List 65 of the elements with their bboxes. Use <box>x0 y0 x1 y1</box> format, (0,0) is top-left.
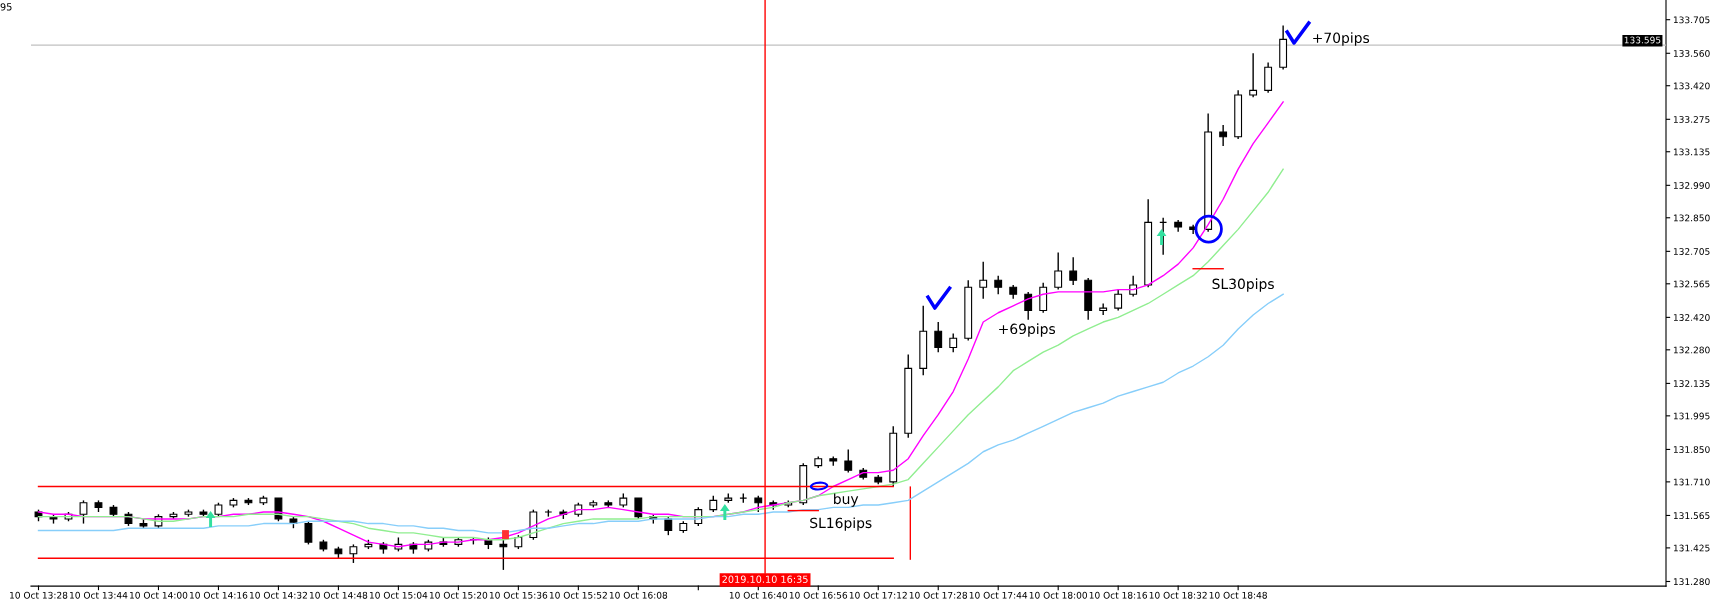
y-tick-label: 132.850 <box>1673 214 1710 222</box>
annotation: SL30pips <box>1212 278 1274 292</box>
candlestick <box>499 539 508 571</box>
text: +70pips <box>1313 32 1370 46</box>
candlestick <box>1264 61 1273 94</box>
y-tick-label: 132.135 <box>1673 380 1710 387</box>
x-tick-label: 10 Oct 15:52 <box>549 591 607 599</box>
y-tick-label: 132.565 <box>1673 280 1710 288</box>
x-tick-label: 10 Oct 16:56 <box>789 591 848 599</box>
candlestick <box>994 274 1003 295</box>
y-tick-label: 133.420 <box>1673 82 1710 90</box>
y-tick-label: 131.280 <box>1673 578 1710 586</box>
candlestick <box>79 499 88 525</box>
x-tick-label: 10 Oct 17:12 <box>849 591 907 599</box>
candlestick <box>1024 291 1033 321</box>
y-tick-label: 131.565 <box>1673 512 1710 520</box>
x-tick-label: 10 Oct 13:28 <box>10 591 68 599</box>
x-tick-label: 10 Oct 14:00 <box>130 591 188 599</box>
candlestick <box>1219 124 1228 147</box>
candlestick <box>1099 302 1108 316</box>
candlestick <box>349 543 358 564</box>
x-tick-label: 10 Oct 18:16 <box>1089 591 1148 599</box>
candlestick <box>1054 251 1063 291</box>
y-tick-label: 132.705 <box>1673 248 1710 255</box>
y-tick-label: 132.420 <box>1673 314 1710 321</box>
ref-line-label: 133.595 <box>1624 36 1661 44</box>
text: 95 <box>0 3 12 11</box>
x-tick-label: 10 Oct 14:16 <box>190 591 248 599</box>
x-tick-label: 10 Oct 16:40 <box>729 591 788 599</box>
x-tick-label: 10 Oct 14:48 <box>309 591 368 599</box>
annotation: 2019.10.10 16:35 <box>722 575 808 583</box>
y-tick-label: 131.425 <box>1673 544 1710 552</box>
y-tick-label: 133.705 <box>1673 16 1710 24</box>
candlestick <box>304 520 313 546</box>
y-tick-label: 131.995 <box>1673 412 1710 420</box>
y-tick-label: 131.710 <box>1673 478 1710 486</box>
candlestick <box>1114 288 1123 312</box>
candlestick <box>844 448 853 474</box>
x-tick-label: 10 Oct 17:44 <box>969 591 1028 599</box>
x-tick-label: 10 Oct 18:48 <box>1209 591 1267 599</box>
y-tick-label: 132.990 <box>1673 182 1710 189</box>
candlestick <box>979 261 988 300</box>
candlestick <box>1129 274 1138 298</box>
annotation: +69pips <box>999 323 1056 337</box>
x-tick-label: 10 Oct 15:04 <box>369 591 428 599</box>
y-tick-label: 133.135 <box>1673 148 1710 156</box>
annotation: buy <box>834 493 859 507</box>
y-tick-label: 133.560 <box>1673 50 1710 57</box>
x-tick-label: 10 Oct 18:00 <box>1029 591 1088 599</box>
candlestick <box>949 332 958 353</box>
x-tick-label: 10 Oct 14:32 <box>249 591 307 599</box>
annotation: SL16pips <box>810 517 872 531</box>
y-tick-label: 132.280 <box>1673 346 1710 354</box>
candlestick <box>934 321 943 353</box>
x-tick-label: 10 Oct 17:28 <box>909 591 968 599</box>
x-tick-label: 10 Oct 15:36 <box>489 591 548 599</box>
x-tick-label: 10 Oct 15:20 <box>429 591 488 599</box>
x-tick-label: 10 Oct 18:32 <box>1149 591 1207 599</box>
y-tick-label: 131.850 <box>1673 446 1710 453</box>
x-tick-label: 10 Oct 13:44 <box>70 591 128 599</box>
x-tick-label: 10 Oct 16:08 <box>609 591 668 599</box>
y-tick-label: 133.275 <box>1673 116 1710 123</box>
candlestick <box>1039 281 1048 314</box>
candlestick <box>1249 52 1258 98</box>
candlestick <box>1069 256 1078 286</box>
